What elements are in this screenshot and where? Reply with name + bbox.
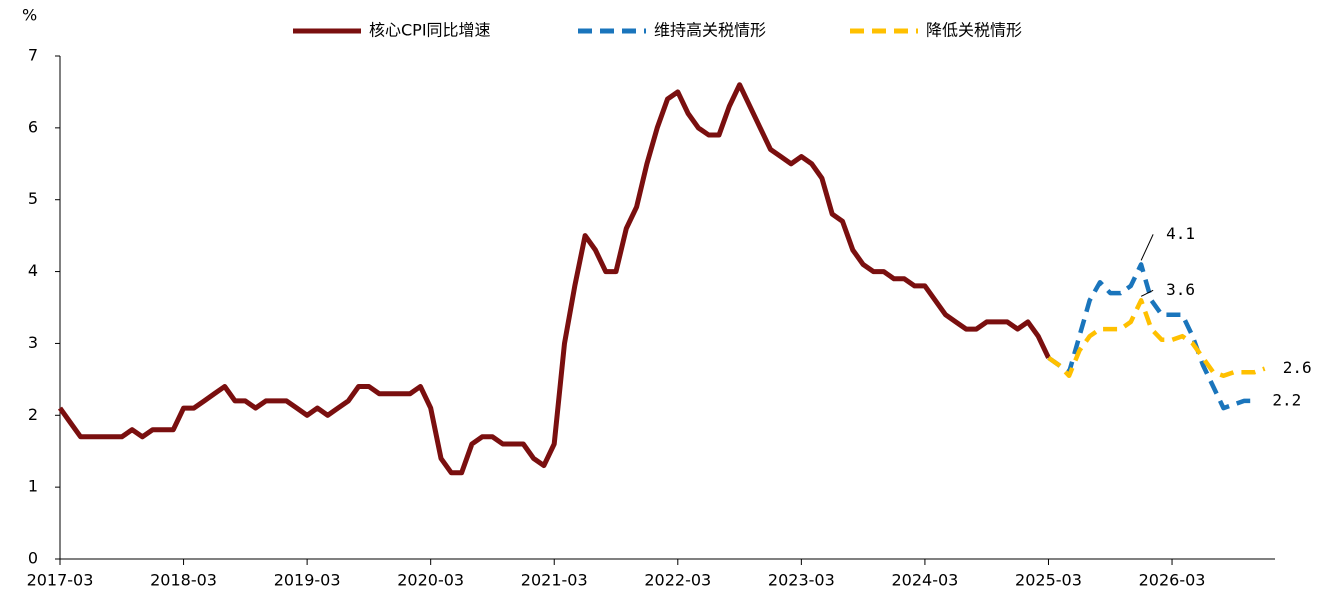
y-tick-label: 7 — [28, 46, 38, 65]
y-tick-label: 1 — [28, 477, 38, 496]
y-tick-label: 4 — [28, 261, 38, 280]
y-tick-label: 5 — [28, 189, 38, 208]
y-tick-label: 0 — [28, 549, 38, 568]
data-label: 2.6 — [1283, 358, 1312, 377]
y-tick-label: 3 — [28, 333, 38, 352]
x-tick-label: 2022-03 — [644, 571, 711, 590]
x-tick-label: 2018-03 — [150, 571, 217, 590]
legend-label: 核心CPI同比增速 — [369, 21, 491, 40]
x-tick-label: 2017-03 — [27, 571, 94, 590]
x-tick-label: 2025-03 — [1015, 571, 1082, 590]
y-tick-label: 6 — [28, 117, 38, 136]
y-unit: % — [22, 6, 37, 25]
x-tick-label: 2021-03 — [521, 571, 588, 590]
data-label: 2.2 — [1272, 390, 1301, 409]
legend-label: 降低关税情形 — [926, 21, 1022, 40]
line-series — [57, 82, 1051, 476]
x-tick-label: 2019-03 — [274, 571, 341, 590]
label-leader — [1140, 289, 1154, 297]
data-label: 3.6 — [1166, 280, 1195, 299]
x-tick-label: 2023-03 — [768, 571, 835, 590]
x-tick-label: 2024-03 — [891, 571, 958, 590]
label-leader — [1140, 234, 1154, 261]
line-series — [1047, 262, 1255, 411]
x-tick-label: 2026-03 — [1139, 571, 1206, 590]
data-label: 4.1 — [1166, 224, 1195, 243]
x-tick-label: 2020-03 — [397, 571, 464, 590]
line-series — [1047, 298, 1266, 379]
legend-label: 维持高关税情形 — [654, 21, 766, 40]
y-tick-label: 2 — [28, 405, 38, 424]
